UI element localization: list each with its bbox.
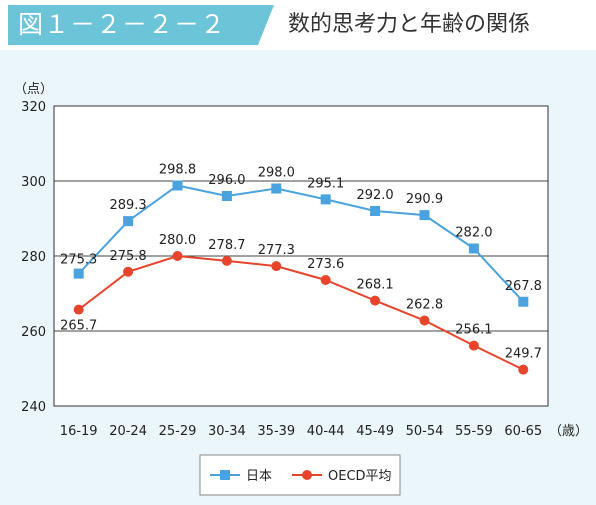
data-point-marker [271,183,282,194]
data-label: 268.1 [356,278,393,293]
data-point-marker [172,180,183,191]
data-point-marker [419,210,430,221]
x-tick-label: 25-29 [159,424,197,439]
figure-title: 数的思考力と年齢の関係 [288,12,531,37]
plot-border [53,105,549,407]
gridlines [54,180,548,332]
legend-marker [220,470,230,480]
data-label: 289.3 [109,198,146,213]
figure-number: 図１－２－２－２ [8,5,258,45]
data-label: 262.8 [406,298,443,313]
data-point-marker [419,315,430,326]
y-tick-label: 300 [21,175,46,190]
data-label: 282.0 [455,226,492,241]
data-point-marker [518,364,529,375]
data-label: 278.7 [208,238,245,253]
x-tick-label: 55-59 [455,424,493,439]
x-tick-label: 16-19 [60,424,98,439]
x-tick-labels: 16-19 20-24 25-29 30-34 35-39 40-44 45-49 50-54… [60,424,542,439]
series-oecd: 265.7 275.8 280.0 278.7 277.3 273.6 268.1 262.8… [60,233,542,375]
data-label: 273.6 [307,257,344,272]
data-point-marker [468,340,479,351]
series-line [78,254,524,371]
data-label: 292.0 [356,188,393,203]
y-axis-label: （点） [14,82,53,97]
data-point-marker [518,296,529,307]
data-point-marker [370,295,381,306]
data-label: 280.0 [159,233,196,248]
legend-label: OECD平均 [328,469,392,484]
line-chart: 240 260 280 300 320 （点） 16-19 20-24 25-29 30-34… [14,82,588,496]
x-tick-label: 40-44 [307,424,345,439]
figure-header: 図１－２－２－２ 数的思考力と年齢の関係 [0,0,596,50]
data-label: 249.7 [505,347,542,362]
x-tick-label: 50-54 [406,424,444,439]
data-point-marker [123,216,134,227]
data-point-marker [73,268,84,279]
x-tick-label: 20-24 [109,424,147,439]
data-label: 256.1 [455,323,492,338]
data-point-marker [221,255,232,266]
data-label: 296.0 [208,173,245,188]
y-tick-label: 260 [21,325,46,340]
data-label: 267.8 [505,279,542,294]
data-label: 298.8 [159,163,196,178]
legend-marker [302,470,312,480]
data-label: 298.0 [258,166,295,181]
data-label: 265.7 [60,319,97,334]
data-point-marker [73,304,84,315]
data-point-marker [370,206,381,216]
data-point-marker [271,261,282,272]
y-tick-label: 280 [21,250,46,265]
x-axis-label: （歳） [549,424,588,439]
data-point-marker [123,266,134,277]
y-tick-label: 320 [21,100,46,115]
data-label: 295.1 [307,176,344,191]
series-japan: 275.3 289.3 298.8 296.0 298.0 295.1 292.0 290.9… [60,163,542,307]
x-tick-label: 45-49 [356,424,394,439]
y-tick-label: 240 [21,400,46,415]
series-layer: 275.3 289.3 298.8 296.0 298.0 295.1 292.0 290.9… [60,163,542,375]
data-label: 275.8 [109,249,146,264]
data-point-marker [320,275,331,285]
data-label: 275.3 [60,253,97,268]
figure-number-tab [258,5,274,45]
legend-label: 日本 [246,469,272,484]
data-point-marker [221,191,232,201]
y-tick-labels: 240 260 280 300 320 [21,100,46,415]
x-tick-label: 30-34 [208,424,246,439]
data-point-marker [468,243,479,254]
data-point-marker [172,251,183,261]
x-tick-label: 60-65 [504,424,542,439]
data-label: 290.9 [406,192,443,207]
series-line [77,184,525,303]
data-point-marker [320,194,331,205]
legend: 日本 OECD平均 [199,454,401,496]
data-label: 277.3 [258,243,295,258]
x-tick-label: 35-39 [257,424,295,439]
